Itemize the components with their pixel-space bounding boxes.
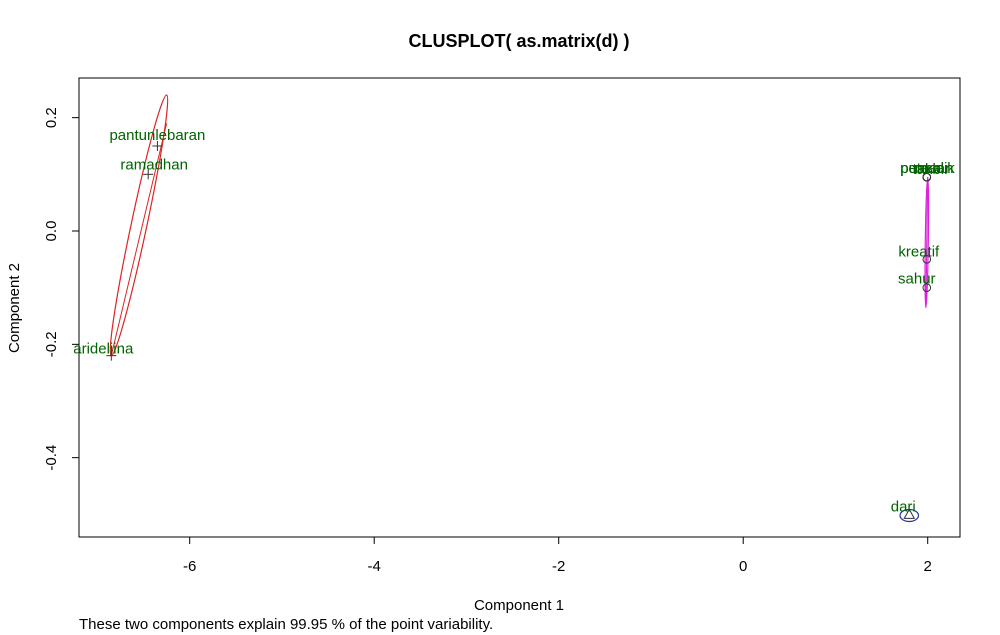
point-marker-mudik (922, 172, 932, 182)
cluster-1-spine (110, 123, 168, 356)
cluster-ellipses (109, 94, 930, 523)
x-axis-title: Component 1 (474, 597, 564, 614)
point-label-petasan: petasan (900, 160, 953, 177)
point-marker-arideliina (106, 350, 117, 361)
plot-frame (78, 77, 961, 538)
x-axis: -6 -4 -2 0 2 (183, 537, 932, 575)
y-tick-label: 0.2 (43, 107, 60, 128)
point-label-kreatif: kreatif (898, 243, 940, 260)
point-marker-pantunlebaran (152, 141, 163, 151)
x-tick-label: 0 (739, 558, 747, 575)
x-tick-label: -2 (552, 558, 565, 575)
y-tick-label: -0.4 (43, 445, 60, 471)
point-label-ramadhan: ramadhan (120, 156, 188, 173)
y-axis-title: Component 2 (6, 263, 23, 353)
x-tick-label: 2 (924, 558, 932, 575)
x-tick-label: -4 (368, 558, 381, 575)
cluster-2-spine (925, 177, 929, 308)
point-label-dari: dari (891, 498, 916, 515)
y-axis: 0.2 0.0 -0.2 -0.4 (43, 107, 79, 471)
point-label-arideliina: arideliina (73, 341, 134, 358)
point-label-mudik: mudik (915, 160, 956, 177)
point-marker-kreatif (922, 255, 932, 264)
y-tick-label: 0.0 (43, 221, 60, 242)
data-points (106, 141, 932, 519)
point-label-pantunlebaran: pantunlebaran (109, 127, 205, 144)
point-label-puasa: puasa (900, 160, 942, 177)
variability-footnote: These two components explain 99.95 % of … (79, 616, 493, 633)
point-label-takbir: takbir (912, 161, 949, 178)
point-marker-ramadhan (143, 169, 154, 180)
point-marker-dari (903, 508, 916, 519)
point-label-sahur: sahur (898, 271, 936, 288)
y-tick-label: -0.2 (43, 331, 60, 357)
point-marker-sahur (922, 283, 932, 292)
x-tick-label: -6 (183, 558, 196, 575)
point-labels: pantunlebaran ramadhan arideliina petasanta… (73, 127, 955, 515)
chart-title: CLUSPLOT( as.matrix(d) ) (408, 31, 629, 51)
